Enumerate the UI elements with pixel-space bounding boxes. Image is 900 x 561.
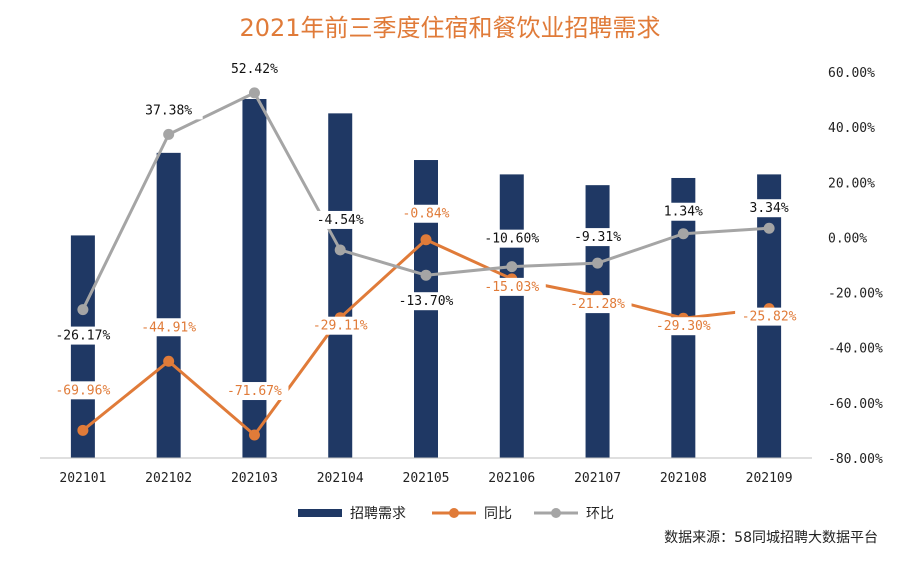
legend-label-yoy: 同比	[484, 506, 512, 522]
label-mom-202108: 1.34%	[664, 205, 703, 220]
chart-title: 2021年前三季度住宿和餐饮业招聘需求	[239, 14, 660, 42]
bar-202101	[70, 235, 95, 458]
y2-tick: 20.00%	[828, 176, 875, 191]
bar-202107	[585, 185, 610, 458]
label-bg	[563, 228, 632, 247]
point-mom-202103	[248, 87, 260, 99]
point-mom-202108	[677, 228, 689, 240]
label-mom-202101: -26.17%	[55, 329, 110, 344]
label-bg	[48, 326, 117, 345]
legend: 招聘需求 同比 环比	[298, 506, 614, 522]
x-tick-202102: 202102	[145, 471, 192, 486]
label-bg	[306, 316, 375, 335]
label-bg	[563, 295, 632, 314]
bar-202102	[156, 152, 181, 458]
x-tick-202108: 202108	[660, 471, 707, 486]
point-mom-202104	[334, 244, 346, 256]
label-bg	[649, 317, 718, 336]
label-bg	[649, 202, 718, 221]
label-bg	[392, 292, 460, 311]
legend-yoy-marker	[449, 508, 459, 518]
bar-202104	[328, 113, 353, 459]
legend-bar-swatch	[298, 509, 342, 517]
legend-mom-marker	[551, 508, 561, 518]
label-yoy-202102: -44.91%	[141, 320, 196, 335]
bar-202103	[242, 99, 267, 458]
label-mom-202109: 3.34%	[750, 201, 789, 216]
point-mom-202109	[763, 222, 775, 234]
label-bg	[48, 381, 117, 400]
point-yoy-202105	[420, 234, 432, 246]
label-bg	[392, 204, 460, 223]
label-yoy-202104: -29.11%	[313, 319, 368, 334]
y2-tick: -40.00%	[828, 342, 883, 357]
y2-tick-labels: 60.00% 40.00% 20.00% 0.00% -20.00% -40.00% -60…	[828, 66, 883, 467]
point-mom-202106	[506, 261, 518, 273]
label-mom-202103: 52.42%	[231, 62, 278, 77]
x-tick-202103: 202103	[231, 471, 278, 486]
label-yoy-202109: -25.82%	[742, 310, 797, 325]
label-bg	[735, 199, 804, 218]
label-yoy-202108: -29.30%	[656, 319, 711, 334]
label-bg	[306, 210, 375, 229]
x-tick-202105: 202105	[403, 471, 450, 486]
point-yoy-202101	[77, 424, 89, 436]
label-mom-202104: -4.54%	[317, 213, 364, 228]
point-mom-202105	[420, 269, 432, 281]
label-mom-202106: -10.60%	[484, 232, 539, 247]
y2-tick: 0.00%	[828, 231, 867, 246]
label-mom-202102: 37.38%	[145, 103, 192, 118]
label-bg	[134, 101, 203, 120]
label-bg	[134, 318, 203, 337]
legend-label-bar: 招聘需求	[350, 506, 406, 522]
label-mom-202105: -13.70%	[399, 294, 454, 309]
y2-tick: -20.00%	[828, 287, 883, 302]
label-bg	[220, 382, 289, 401]
legend-label-mom: 环比	[586, 506, 614, 522]
data-labels: -26.17% 37.38% 52.42% -4.54% -13.70% -10.60% -…	[48, 59, 804, 401]
label-yoy-202106: -15.03%	[484, 280, 539, 295]
bar-202106	[499, 174, 524, 458]
x-tick-labels: 202101 202102 202103 202104 202105 202106 2021…	[59, 471, 792, 486]
label-mom-202107: -9.31%	[574, 230, 621, 245]
x-tick-202106: 202106	[488, 471, 535, 486]
point-mom-202101	[77, 304, 89, 316]
x-tick-202107: 202107	[574, 471, 621, 486]
label-bg	[735, 307, 804, 326]
y2-tick: -80.00%	[828, 452, 883, 467]
label-yoy-202101: -69.96%	[55, 383, 110, 398]
point-mom-202107	[592, 257, 604, 269]
label-yoy-202105: -0.84%	[403, 207, 450, 222]
label-bg	[220, 59, 289, 78]
point-mom-202102	[163, 128, 175, 140]
x-tick-202101: 202101	[59, 471, 106, 486]
label-yoy-202107: -21.28%	[570, 297, 625, 312]
y2-tick: 40.00%	[828, 121, 875, 136]
y2-tick: 60.00%	[828, 66, 875, 81]
y2-tick: -60.00%	[828, 397, 883, 412]
x-tick-202109: 202109	[746, 471, 793, 486]
label-bg	[477, 277, 546, 296]
point-yoy-202103	[248, 429, 260, 441]
point-yoy-202102	[163, 355, 175, 367]
x-tick-202104: 202104	[317, 471, 364, 486]
label-yoy-202103: -71.67%	[227, 384, 282, 399]
source-note: 数据来源：58同城招聘大数据平台	[664, 530, 878, 546]
label-bg	[477, 229, 546, 248]
